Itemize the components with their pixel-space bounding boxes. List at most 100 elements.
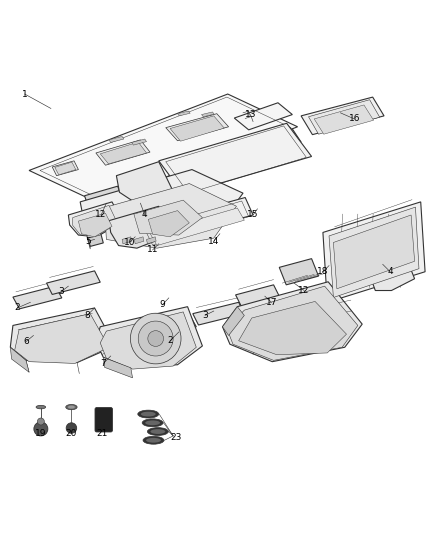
Ellipse shape <box>36 405 46 409</box>
Text: 16: 16 <box>349 115 360 124</box>
Text: 9: 9 <box>159 301 165 310</box>
Circle shape <box>66 423 77 433</box>
Text: 19: 19 <box>35 429 46 438</box>
Polygon shape <box>170 116 224 141</box>
Polygon shape <box>87 235 90 249</box>
Circle shape <box>131 313 181 364</box>
Polygon shape <box>124 172 162 190</box>
Text: 17: 17 <box>265 298 277 307</box>
Polygon shape <box>103 357 133 378</box>
Polygon shape <box>132 139 147 145</box>
Polygon shape <box>105 183 237 248</box>
Polygon shape <box>52 161 78 176</box>
Ellipse shape <box>150 429 165 434</box>
Text: 11: 11 <box>147 245 159 254</box>
Polygon shape <box>243 129 301 155</box>
Polygon shape <box>85 186 124 213</box>
Text: 12: 12 <box>298 286 310 295</box>
Circle shape <box>34 422 48 436</box>
Polygon shape <box>78 213 112 237</box>
Polygon shape <box>223 282 362 362</box>
Polygon shape <box>100 312 196 369</box>
Polygon shape <box>134 200 202 235</box>
Text: 20: 20 <box>66 429 77 438</box>
Text: 2: 2 <box>167 336 173 345</box>
Polygon shape <box>96 306 202 368</box>
Polygon shape <box>109 136 124 142</box>
Polygon shape <box>329 207 419 297</box>
Ellipse shape <box>148 427 168 435</box>
Text: 10: 10 <box>124 238 135 247</box>
Text: 15: 15 <box>247 211 259 220</box>
Text: 1: 1 <box>22 90 28 99</box>
Ellipse shape <box>145 421 160 425</box>
Polygon shape <box>134 237 144 244</box>
Text: 14: 14 <box>208 237 219 246</box>
Polygon shape <box>11 308 115 362</box>
Polygon shape <box>14 313 109 364</box>
Polygon shape <box>314 105 374 134</box>
Polygon shape <box>68 202 122 237</box>
Polygon shape <box>166 114 229 141</box>
Ellipse shape <box>66 405 77 410</box>
Text: 6: 6 <box>23 337 29 346</box>
Ellipse shape <box>68 406 75 409</box>
Polygon shape <box>150 208 244 246</box>
Polygon shape <box>80 169 243 237</box>
Polygon shape <box>234 103 292 130</box>
Polygon shape <box>87 231 100 239</box>
Polygon shape <box>147 237 156 244</box>
Text: 8: 8 <box>84 311 90 320</box>
Text: 7: 7 <box>100 359 106 368</box>
Polygon shape <box>367 239 415 290</box>
Polygon shape <box>279 259 318 285</box>
Ellipse shape <box>146 438 161 443</box>
Polygon shape <box>122 237 132 244</box>
Polygon shape <box>46 271 100 294</box>
Ellipse shape <box>141 411 155 416</box>
Polygon shape <box>227 286 358 360</box>
Polygon shape <box>148 211 189 237</box>
Polygon shape <box>301 97 384 135</box>
Text: 23: 23 <box>170 433 182 442</box>
Polygon shape <box>11 348 29 372</box>
Polygon shape <box>236 285 280 308</box>
Text: 13: 13 <box>245 110 256 119</box>
Polygon shape <box>177 111 190 116</box>
Circle shape <box>138 321 173 356</box>
Polygon shape <box>201 112 214 117</box>
Text: 4: 4 <box>142 211 148 220</box>
Polygon shape <box>13 286 62 309</box>
FancyBboxPatch shape <box>95 408 113 432</box>
Polygon shape <box>193 302 244 325</box>
Polygon shape <box>223 306 244 335</box>
Text: 21: 21 <box>96 429 108 438</box>
Text: 3: 3 <box>202 311 208 320</box>
Polygon shape <box>239 302 346 354</box>
Ellipse shape <box>143 437 164 444</box>
Polygon shape <box>100 142 147 164</box>
Polygon shape <box>308 100 380 134</box>
Circle shape <box>37 418 44 425</box>
Polygon shape <box>96 140 150 165</box>
Polygon shape <box>117 161 173 203</box>
Polygon shape <box>323 202 425 302</box>
Polygon shape <box>121 171 166 190</box>
Circle shape <box>148 330 163 346</box>
Text: 3: 3 <box>58 287 64 296</box>
Polygon shape <box>87 231 103 246</box>
Polygon shape <box>140 198 253 244</box>
Polygon shape <box>109 206 170 248</box>
Polygon shape <box>29 94 297 203</box>
Text: 18: 18 <box>317 267 328 276</box>
Text: 2: 2 <box>14 303 20 312</box>
Text: 5: 5 <box>85 237 91 246</box>
Polygon shape <box>333 215 415 289</box>
Ellipse shape <box>138 410 159 418</box>
Polygon shape <box>55 162 76 175</box>
Text: 12: 12 <box>95 211 107 220</box>
Ellipse shape <box>142 419 163 427</box>
Text: 4: 4 <box>387 267 393 276</box>
Polygon shape <box>159 123 311 194</box>
Polygon shape <box>73 205 118 237</box>
